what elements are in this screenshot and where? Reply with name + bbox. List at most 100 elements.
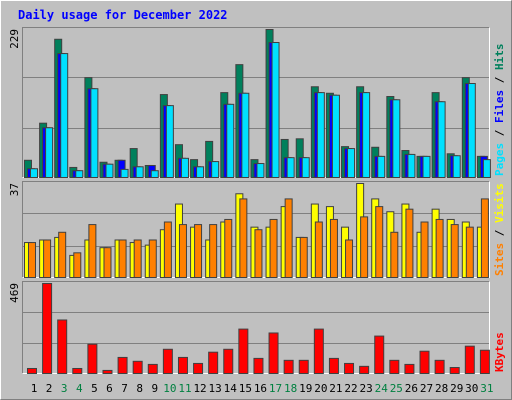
bar (209, 224, 218, 279)
bar (132, 360, 143, 374)
bar (72, 367, 83, 375)
bar (407, 153, 416, 179)
legend: Sites / Visits (493, 183, 506, 276)
bar (42, 283, 53, 374)
bar (328, 357, 339, 374)
bar (420, 221, 429, 279)
bar (313, 328, 324, 374)
x-tick-label: 18 (284, 382, 297, 395)
bar (147, 363, 158, 375)
y-max-label: 229 (8, 29, 21, 49)
bar (165, 105, 174, 178)
bar (256, 163, 265, 178)
bar (180, 157, 189, 179)
bar (284, 198, 293, 279)
bar (150, 170, 159, 178)
bar (162, 348, 173, 375)
x-tick-label: 30 (465, 382, 478, 395)
x-tick-label: 28 (435, 382, 448, 395)
legend-separator: / (493, 223, 506, 243)
bar (299, 236, 308, 278)
plot-border-dark (22, 181, 490, 278)
x-tick-label: 19 (299, 382, 312, 395)
plot-border-dark (22, 281, 490, 374)
bar (118, 239, 127, 278)
x-tick-label: 13 (209, 382, 222, 395)
bar (238, 328, 249, 374)
bar (374, 335, 385, 375)
bar (87, 343, 98, 375)
x-tick-label: 7 (121, 382, 128, 395)
x-tick-label: 10 (163, 382, 176, 395)
y-max-label: 469 (8, 283, 21, 303)
bar (103, 247, 112, 279)
bar (316, 92, 325, 178)
bar (419, 350, 430, 375)
bar (377, 155, 386, 179)
bar (362, 92, 371, 178)
bar (269, 218, 278, 279)
bar (437, 101, 446, 178)
bar (286, 157, 295, 179)
bar (360, 216, 369, 278)
bar (465, 226, 474, 279)
x-tick-label: 21 (329, 382, 342, 395)
bar (331, 94, 340, 178)
x-tick-label: 12 (193, 382, 206, 395)
bar (117, 356, 128, 375)
x-tick-label: 6 (106, 382, 113, 395)
bar (271, 42, 280, 178)
bar (133, 239, 142, 278)
x-tick-label: 1 (31, 382, 38, 395)
bar (193, 362, 204, 375)
bar (452, 155, 461, 179)
x-tick-label: 17 (269, 382, 282, 395)
x-tick-label: 23 (360, 382, 373, 395)
bar (102, 369, 113, 375)
bar (120, 168, 129, 178)
bar (390, 231, 399, 278)
bar (90, 88, 99, 178)
legend: KBytes (493, 332, 506, 372)
bar (329, 218, 338, 279)
bar (298, 359, 309, 374)
x-tick-label: 16 (254, 382, 267, 395)
bar (73, 252, 82, 279)
legend-entry: Hits (493, 44, 506, 71)
bar (239, 198, 248, 279)
x-tick-label: 27 (420, 382, 433, 395)
x-tick-label: 14 (224, 382, 238, 395)
legend: Pages / Files / Hits (493, 44, 506, 177)
bar (392, 99, 401, 178)
x-tick-label: 20 (314, 382, 327, 395)
x-tick-label: 24 (375, 382, 389, 395)
bar (283, 359, 294, 374)
bar (345, 239, 354, 278)
bar (135, 166, 144, 178)
x-tick-label: 25 (390, 382, 403, 395)
bar (163, 221, 172, 279)
bar (434, 359, 445, 374)
legend-entry: Sites (493, 243, 506, 276)
x-tick-label: 5 (91, 382, 98, 395)
bar (58, 231, 67, 278)
bar (467, 83, 476, 178)
bar (75, 170, 84, 178)
legend-entry: KBytes (493, 332, 506, 372)
legend-entry: Pages (493, 143, 506, 176)
chart-title: Daily usage for December 2022 (18, 8, 228, 22)
bar (422, 155, 431, 179)
bar (301, 157, 310, 179)
bar (449, 367, 460, 374)
bar (359, 365, 370, 374)
bar (43, 239, 52, 278)
plot-area (22, 27, 490, 178)
bar (178, 224, 187, 279)
y-max-label: 37 (8, 183, 21, 196)
x-tick-label: 22 (344, 382, 357, 395)
bar (314, 221, 323, 279)
legend-separator: / (493, 70, 506, 90)
x-tick-label: 9 (151, 382, 158, 395)
bar (60, 53, 69, 178)
